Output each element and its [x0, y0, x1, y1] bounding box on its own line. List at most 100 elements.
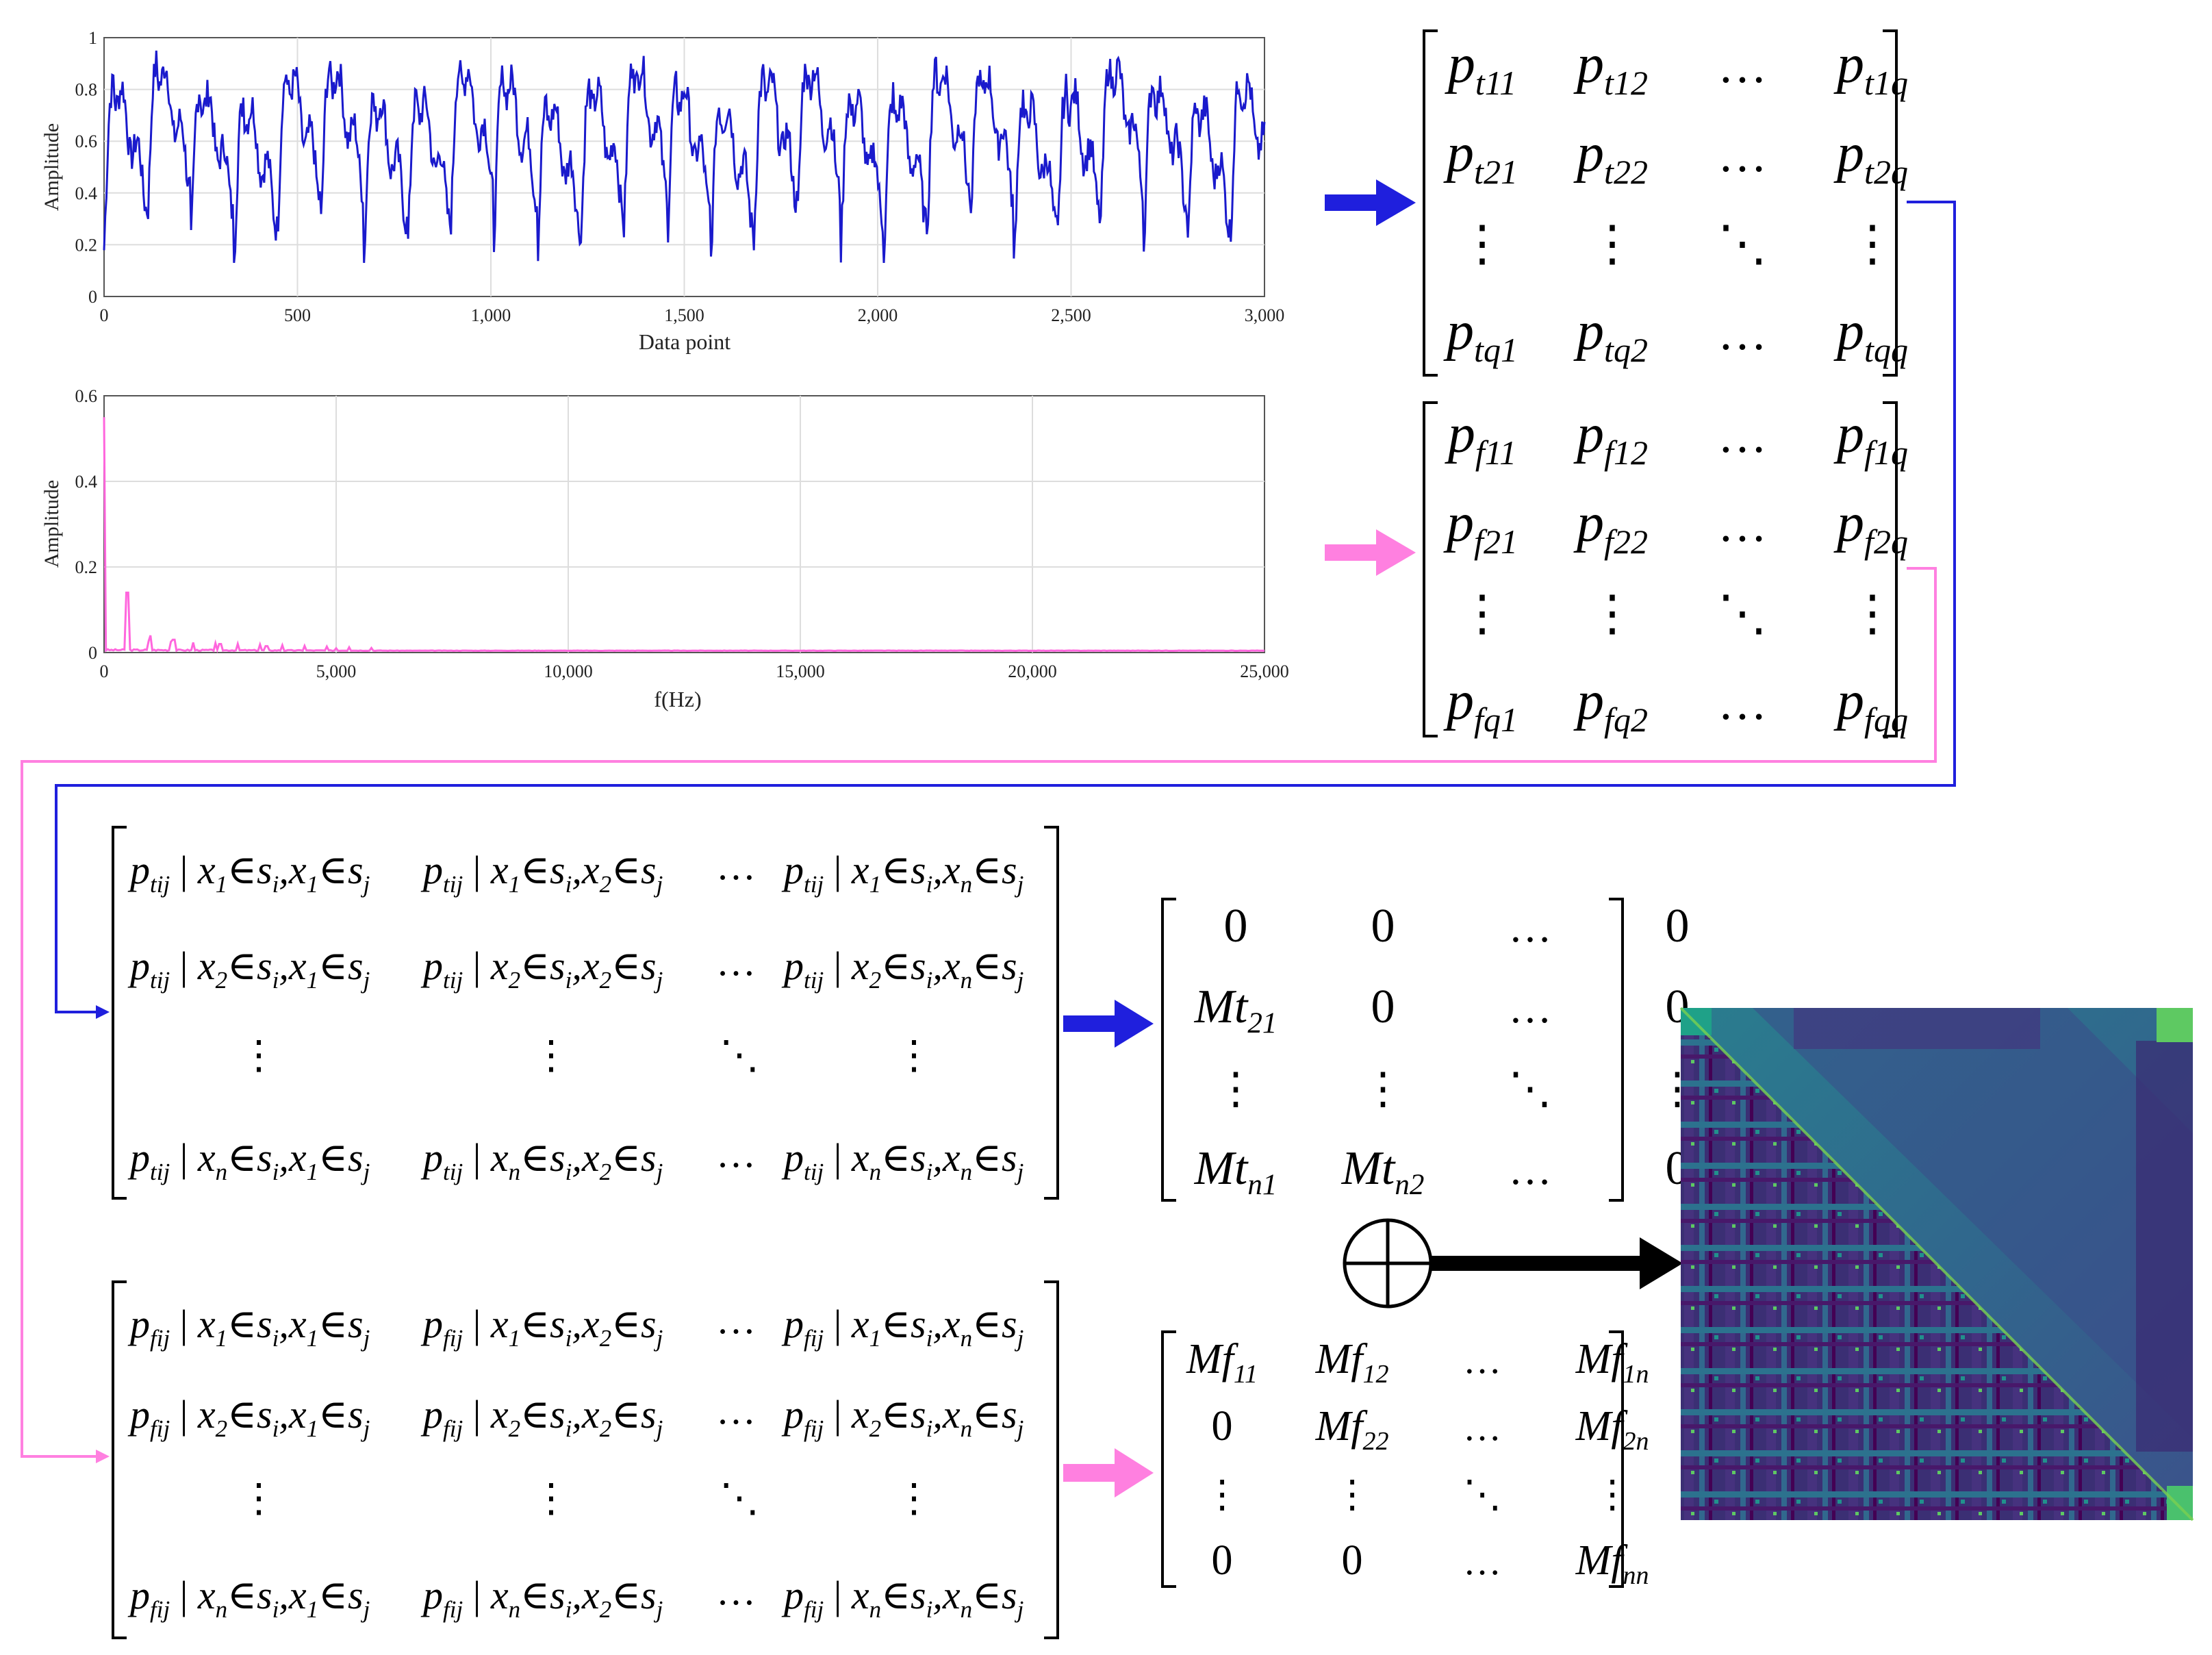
freq-connector-line	[21, 567, 1937, 1458]
matrix-cell: pf2q	[1833, 493, 1908, 561]
x-tick-label: 2,000	[858, 305, 898, 325]
matrix-cell: Mf11	[1186, 1336, 1258, 1389]
x-tick-label: 15,000	[776, 661, 825, 681]
matrix-cell: pf11	[1445, 404, 1516, 472]
result-heatmap	[1679, 1007, 2194, 1521]
transition-cell: ptij | x2∈si,xn∈sj	[781, 944, 1024, 994]
transition-cell: ptij | xn∈si,xn∈sj	[781, 1135, 1024, 1185]
time-transition-left-bracket	[112, 826, 127, 1200]
matrix-cell: pf21	[1443, 493, 1518, 561]
freq-chart-ylabel: Amplitude	[40, 480, 63, 568]
y-tick-label: 0	[88, 643, 97, 663]
matrix-cell: 0	[1224, 900, 1248, 952]
matrix-cell: …	[1509, 1146, 1552, 1193]
freq-arrow	[1325, 529, 1416, 576]
matrix-cell: ⋮	[1593, 1474, 1631, 1516]
matrix-cell: …	[1718, 675, 1767, 730]
pf-matrix-left-bracket	[1423, 401, 1438, 737]
matrix-cell: …	[1718, 305, 1767, 360]
transition-cell: pfij | xn∈si,xn∈sj	[781, 1573, 1024, 1623]
matrix-cell: …	[1463, 1541, 1501, 1583]
matrix-cell: 0	[1212, 1403, 1233, 1450]
matrix-cell: pt12	[1573, 34, 1648, 102]
matrix-cell: …	[1463, 1406, 1501, 1449]
mt-matrix-right-bracket	[1609, 898, 1624, 1202]
transition-cell: ptij | x1∈si,x2∈sj	[420, 848, 663, 898]
time-to-mt-arrow	[1063, 1000, 1154, 1048]
matrix-cell: ⋮	[1215, 1065, 1258, 1113]
freq-transition-matrix: pfij | x1∈si,x1∈sj pfij | x1∈si,x2∈sj pfij…	[127, 1298, 1024, 1623]
matrix-cell: pf1q	[1833, 404, 1908, 472]
x-tick-label: 10,000	[544, 661, 593, 681]
transition-cell: pfij | x2∈si,xn∈sj	[781, 1392, 1024, 1442]
x-tick-label: 2,500	[1051, 305, 1091, 325]
pt-matrix-right-bracket	[1883, 29, 1898, 377]
x-tick-label: 5,000	[316, 661, 357, 681]
freq-chart-x-ticks: 0 5,000 10,000 15,000 20,000 25,000	[100, 661, 1289, 681]
matrix-cell: ⋮	[1848, 586, 1897, 641]
matrix-cell: pt11	[1445, 34, 1516, 102]
freq-spectrum-line	[103, 417, 1265, 654]
matrix-cell: ptq2	[1573, 301, 1648, 369]
vdots: ⋮	[531, 1476, 571, 1520]
matrix-cell: …	[1718, 408, 1767, 463]
mf-matrix-left-bracket	[1161, 1330, 1176, 1588]
y-tick-label: 0	[88, 287, 97, 307]
time-domain-chart: 0 500 1,000 1,500 2,000 2,500 3,000 0 0.2 0.4 0.6…	[40, 28, 1284, 354]
matrix-cell: …	[1509, 984, 1552, 1032]
time-probability-matrix: pt11 pt12 … pt1q pt21 pt22 … pt2q ⋮ ⋮ ⋱ ⋮ ptq1 ptq2 … p…	[1443, 34, 1908, 369]
transition-cell: pfij | x2∈si,x1∈sj	[127, 1392, 370, 1442]
x-tick-label: 1,000	[471, 305, 511, 325]
transition-cell: pfij | x1∈si,xn∈sj	[781, 1302, 1024, 1352]
matrix-cell: pt22	[1573, 123, 1648, 191]
matrix-cell: ⋱	[1463, 1474, 1501, 1516]
vdots: ⋮	[894, 1033, 934, 1077]
matrix-cell: ⋮	[1588, 586, 1637, 641]
freq-chart-gridlines	[104, 396, 1264, 653]
time-chart-x-ticks: 0 500 1,000 1,500 2,000 2,500 3,000	[100, 305, 1285, 325]
matrix-cell: pfq2	[1573, 671, 1648, 739]
hdots: …	[716, 1131, 756, 1176]
matrix-cell: Mt21	[1194, 981, 1277, 1039]
vdots: ⋮	[239, 1476, 279, 1520]
matrix-cell: Mtn2	[1341, 1142, 1425, 1201]
matrix-cell: pt1q	[1833, 34, 1908, 102]
time-chart-y-ticks: 0 0.2 0.4 0.6 0.8 1	[75, 28, 98, 307]
matrix-cell: ptqq	[1833, 301, 1908, 369]
y-tick-label: 0.6	[75, 386, 98, 406]
matrix-cell: 0	[1371, 900, 1395, 952]
matrix-cell: ⋮	[1588, 216, 1637, 271]
freq-to-mf-arrow	[1063, 1448, 1154, 1498]
transition-cell: pfij | x1∈si,x2∈sj	[420, 1302, 663, 1352]
time-transition-right-bracket	[1044, 826, 1059, 1200]
x-tick-label: 0	[100, 305, 109, 325]
transition-cell: ptij | x1∈si,x1∈sj	[127, 848, 370, 898]
y-tick-label: 0.2	[75, 235, 98, 255]
transition-cell: ptij | xn∈si,x1∈sj	[127, 1135, 370, 1185]
pf-matrix-right-bracket	[1883, 401, 1898, 737]
transition-cell: ptij | x2∈si,x1∈sj	[127, 944, 370, 994]
transition-cell: pfij | x2∈si,x2∈sj	[420, 1392, 663, 1442]
x-tick-label: 0	[100, 661, 109, 681]
transition-cell: ptij | xn∈si,x2∈sj	[420, 1135, 663, 1185]
y-tick-label: 0.4	[75, 472, 98, 492]
matrix-cell: …	[1718, 38, 1767, 93]
matrix-cell: ⋮	[1333, 1474, 1371, 1516]
hdots: …	[716, 1388, 756, 1432]
transition-cell: pfij | x1∈si,x1∈sj	[127, 1302, 370, 1352]
ddots: ⋱	[720, 1476, 759, 1520]
matrix-cell: ⋮	[1458, 586, 1507, 641]
mf-upper-matrix: Mf11 Mf12 … Mf1n 0 Mf22 … Mf2n ⋮ ⋮ ⋱ ⋮ 0 0 … Mfnn	[1186, 1336, 1649, 1590]
matrix-cell: 0	[1342, 1537, 1363, 1584]
freq-chart-frame	[103, 395, 1265, 653]
direct-sum-operator	[1343, 1218, 1433, 1309]
transition-cell: pfij | xn∈si,x1∈sj	[127, 1573, 370, 1623]
time-transition-matrix: ptij | x1∈si,x1∈sj ptij | x1∈si,x2∈sj ptij…	[127, 844, 1024, 1185]
ddots: ⋱	[720, 1033, 759, 1077]
time-connector-arrowhead	[96, 1005, 110, 1019]
matrix-cell: 0	[1371, 981, 1395, 1033]
y-tick-label: 0.4	[75, 184, 98, 203]
y-tick-label: 1	[88, 28, 97, 48]
